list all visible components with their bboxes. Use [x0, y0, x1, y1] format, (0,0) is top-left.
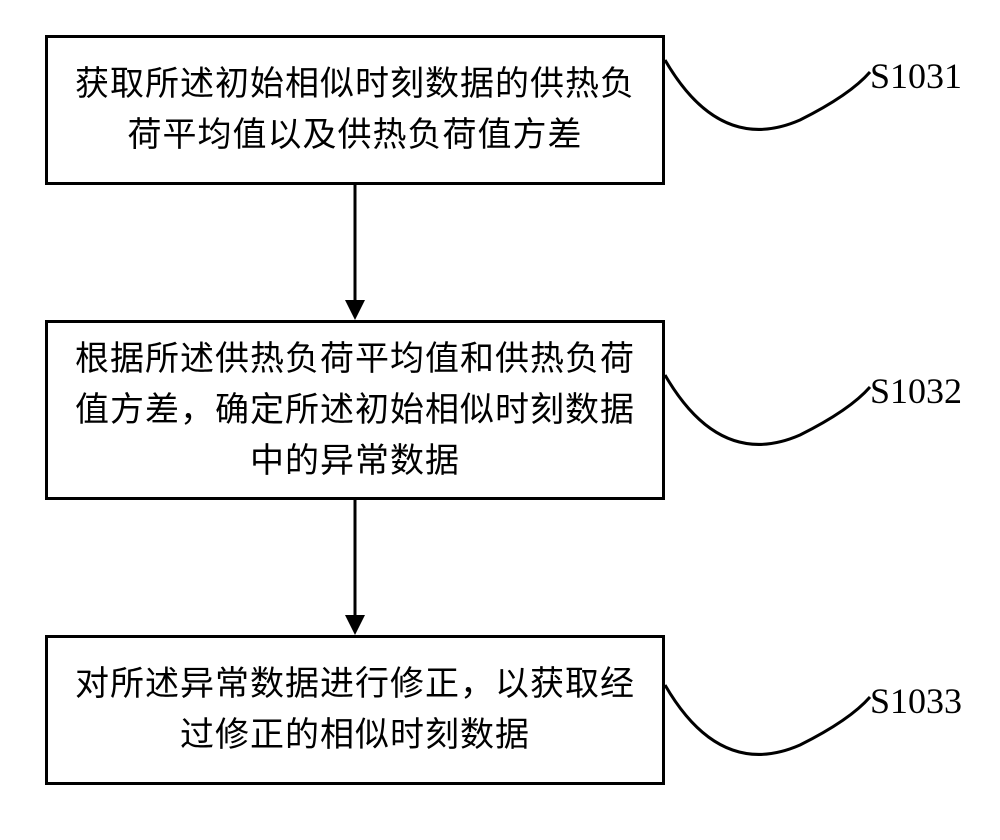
curve-connector-3: [0, 0, 1000, 840]
